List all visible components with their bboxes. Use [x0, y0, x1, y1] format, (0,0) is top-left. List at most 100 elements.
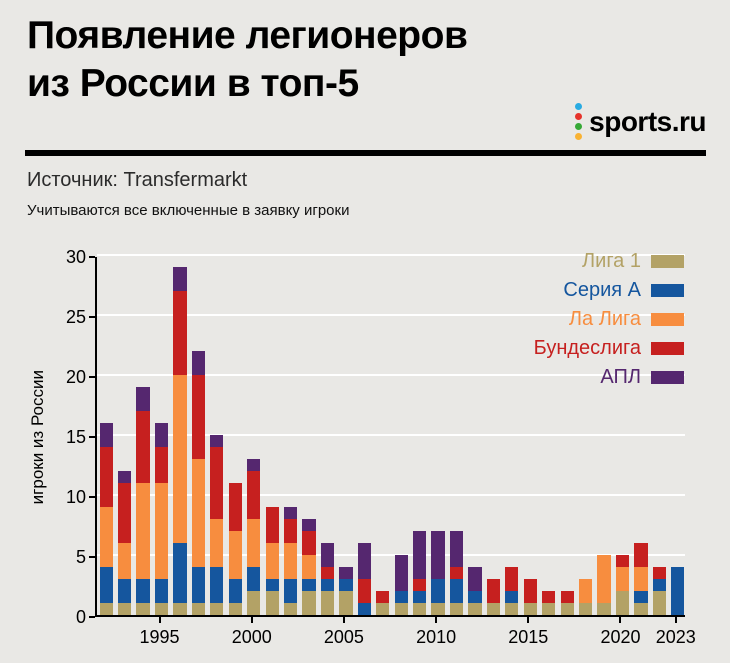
x-tick-label: 2023	[655, 627, 696, 647]
bar-segment-1999	[228, 531, 242, 579]
bar-segment-1995	[154, 579, 169, 603]
bar-segment-1998	[210, 567, 224, 603]
bar-segment-2005	[339, 579, 353, 591]
bar-segment-2011	[449, 603, 464, 615]
bar-segment-1992	[99, 507, 113, 567]
bar-segment-2023	[671, 567, 685, 615]
y-tick-label: 0	[75, 607, 86, 627]
bar-segment-2002	[283, 507, 298, 519]
source-label: Источник: Transfermarkt	[27, 169, 248, 191]
bar-segment-2013	[486, 579, 501, 603]
bar-segment-2016	[542, 603, 556, 615]
x-tick-label: 2015	[508, 627, 549, 647]
legend-label: Ла Лига	[568, 307, 641, 330]
legend-item: Бундеслига	[534, 337, 684, 359]
bar-segment-2011	[449, 531, 464, 567]
bar-segment-2014	[505, 591, 519, 603]
bar-segment-1999	[228, 483, 242, 531]
bar-segment-1994	[136, 603, 150, 615]
legend-swatch	[651, 254, 684, 268]
divider	[25, 150, 706, 156]
bar-segment-1999	[228, 579, 242, 603]
bar-segment-2008	[394, 555, 408, 591]
bar-segment-2018	[578, 579, 593, 603]
bar-segment-2021	[634, 603, 648, 615]
logo-dot	[575, 133, 583, 140]
bar-segment-2009	[413, 579, 427, 591]
gridline	[97, 314, 685, 316]
bar-segment-1994	[136, 483, 150, 579]
bar-segment-2010	[431, 531, 445, 579]
legend-item: Ла Лига	[534, 308, 684, 330]
bar-segment-2006	[357, 579, 371, 603]
bar-segment-2002	[283, 603, 298, 615]
x-tick-mark	[674, 617, 677, 623]
bar-segment-2019	[597, 555, 611, 603]
bar-segment-2020	[615, 591, 630, 615]
y-tick-label: 15	[65, 427, 86, 447]
bar-segment-1992	[99, 423, 113, 447]
bar-segment-2011	[449, 567, 464, 579]
bar-segment-1994	[136, 411, 150, 483]
y-tick-mark	[89, 316, 95, 318]
bar-segment-2006	[357, 603, 371, 615]
bar-segment-1997	[191, 351, 206, 375]
x-tick-mark	[527, 617, 530, 623]
plot-area	[95, 254, 685, 617]
bar-segment-2002	[283, 543, 298, 579]
legend-item: АПЛ	[534, 366, 684, 388]
y-tick-label: 25	[65, 307, 86, 327]
x-tick-label: 2020	[600, 627, 641, 647]
x-tick-mark	[158, 617, 161, 623]
bar-segment-2016	[542, 591, 556, 603]
bar-segment-1996	[173, 375, 187, 543]
legend-label: АПЛ	[600, 365, 641, 388]
y-tick-label: 5	[75, 547, 86, 567]
y-tick-mark	[89, 256, 95, 258]
bar-segment-2004	[320, 567, 335, 579]
bar-segment-1997	[191, 603, 206, 615]
bar-segment-2001	[265, 507, 279, 543]
bar-segment-1996	[173, 543, 187, 603]
bar-segment-2003	[302, 531, 316, 555]
logo-dot	[575, 103, 583, 110]
logo-text: sports.ru	[589, 105, 706, 137]
bar-segment-2000	[247, 591, 261, 615]
chart: игроки из России Лига 1 Серия А Ла Лига Бун…	[0, 232, 730, 663]
bar-segment-2019	[597, 603, 611, 615]
x-tick-label: 2005	[323, 627, 364, 647]
page-title-line2: из России в топ-5	[27, 61, 359, 105]
gridline	[97, 254, 685, 256]
bar-segment-2005	[339, 567, 353, 579]
bar-segment-1998	[210, 447, 224, 519]
bar-segment-2007	[376, 603, 390, 615]
bar-segment-2001	[265, 591, 279, 615]
bar-segment-2008	[394, 603, 408, 615]
y-tick-mark	[89, 616, 95, 618]
bar-segment-1998	[210, 435, 224, 447]
y-tick-label: 10	[65, 487, 86, 507]
bar-segment-1992	[99, 567, 113, 603]
bar-segment-2022	[652, 579, 666, 591]
bar-segment-1994	[136, 387, 150, 411]
bar-segment-1997	[191, 459, 206, 567]
bar-segment-2017	[560, 603, 574, 615]
bar-segment-2009	[413, 531, 427, 579]
bar-segment-2000	[247, 567, 261, 591]
legend-label: Серия А	[563, 278, 641, 301]
legend: Лига 1 Серия А Ла Лига Бундеслига АПЛ	[534, 250, 684, 395]
bar-segment-1998	[210, 603, 224, 615]
source-note: Учитываются все включенные в заявку игро…	[27, 202, 350, 219]
bar-segment-2000	[247, 519, 261, 567]
bar-segment-2006	[357, 543, 371, 579]
legend-swatch	[651, 312, 684, 326]
bar-segment-2022	[652, 591, 666, 615]
bar-segment-2012	[468, 591, 482, 603]
bar-segment-2018	[578, 603, 593, 615]
bar-segment-1994	[136, 579, 150, 603]
bar-segment-2021	[634, 567, 648, 591]
bar-segment-1998	[210, 519, 224, 567]
bar-segment-2000	[247, 459, 261, 471]
bar-segment-2011	[449, 579, 464, 603]
bar-segment-2010	[431, 603, 445, 615]
